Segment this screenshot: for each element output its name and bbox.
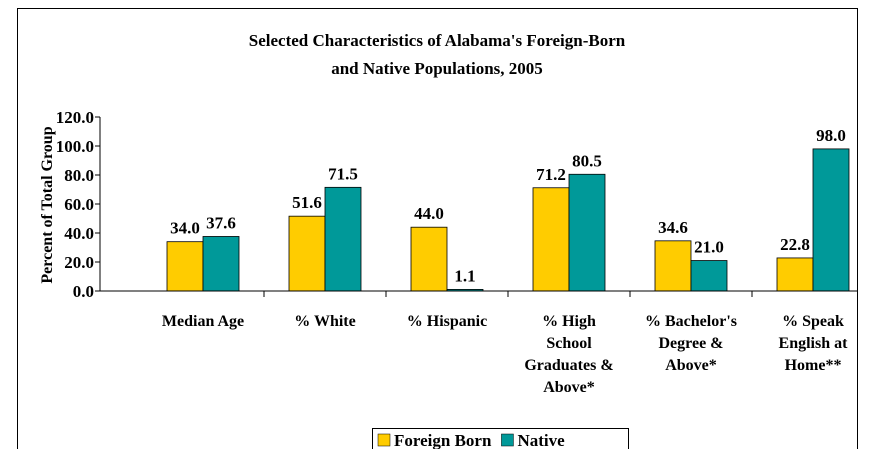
x-tick-label: % Bachelor's Degree & Above* (645, 313, 737, 374)
legend-label: Native (517, 431, 565, 449)
y-tick-label: 120.0 (56, 108, 94, 127)
x-tick-label: % High School Graduates & Above* (524, 313, 614, 396)
bar (324, 186, 362, 292)
y-tick-label: 0.0 (73, 282, 94, 301)
bar (202, 236, 240, 292)
data-label: 37.6 (206, 213, 236, 232)
data-label: 80.5 (572, 151, 602, 170)
legend (372, 428, 629, 449)
data-label: 44.0 (414, 204, 444, 223)
legend-label: Foreign Born (394, 431, 492, 449)
bar (776, 257, 814, 292)
x-tick-label: % White (294, 313, 356, 330)
legend-swatch (501, 433, 514, 447)
x-tick-label: Median Age (161, 313, 245, 330)
bar (812, 148, 850, 292)
data-label: 34.6 (658, 218, 688, 237)
chart-frame (17, 8, 858, 449)
y-tick-label: 60.0 (64, 195, 94, 214)
y-tick-label: 100.0 (56, 137, 94, 156)
data-label: 21.0 (694, 238, 724, 257)
bar (654, 240, 692, 292)
data-label: 34.0 (170, 219, 200, 238)
legend-swatch (377, 433, 391, 447)
data-label: 71.5 (328, 164, 358, 183)
bar (288, 215, 326, 292)
chart-title: Selected Characteristics of Alabama's Fo… (249, 31, 626, 50)
data-label: 71.2 (536, 165, 566, 184)
y-axis-label: Percent of Total Group (39, 126, 56, 283)
data-label: 1.1 (454, 266, 475, 285)
bar (568, 173, 606, 292)
x-tick-label: % Speak English at Home** (778, 313, 848, 374)
bar (166, 241, 204, 292)
data-label: 51.6 (292, 193, 322, 212)
data-label: 22.8 (780, 235, 810, 254)
data-label: 98.0 (816, 126, 846, 145)
x-tick-label: % Hispanic (406, 313, 488, 330)
y-tick-label: 20.0 (64, 253, 94, 272)
chart-title: and Native Populations, 2005 (331, 59, 543, 78)
bar (532, 187, 570, 292)
y-tick-label: 80.0 (64, 166, 94, 185)
y-tick-label: 40.0 (64, 224, 94, 243)
bar (410, 226, 448, 292)
bar (690, 260, 728, 292)
